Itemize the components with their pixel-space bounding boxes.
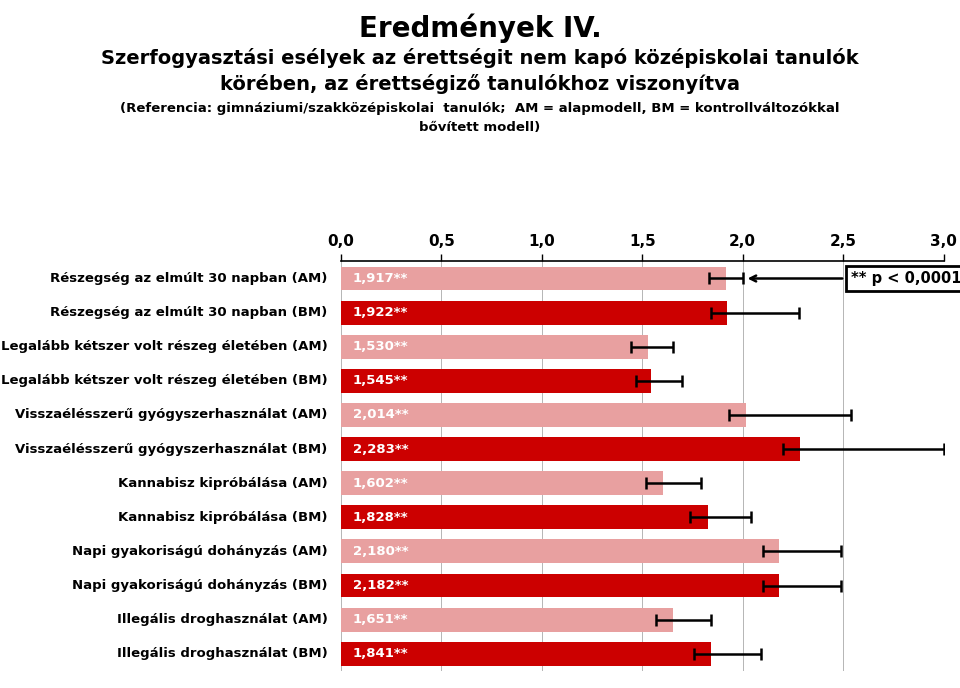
Bar [341,506,708,529]
Text: 1,602**: 1,602** [353,477,409,490]
Text: bővített modell): bővített modell) [420,121,540,134]
Text: Legalább kétszer volt részeg életében (AM): Legalább kétszer volt részeg életében (A… [1,341,327,353]
Text: ** p < 0,0001: ** p < 0,0001 [751,271,960,286]
Text: 2,180**: 2,180** [353,545,409,558]
Bar [341,266,726,290]
Text: Szerfogyasztási esélyek az érettségit nem kapó középiskolai tanulók: Szerfogyasztási esélyek az érettségit ne… [101,48,859,68]
Text: 2,283**: 2,283** [353,442,409,455]
Text: 2,014**: 2,014** [353,409,409,422]
Text: 1,828**: 1,828** [353,510,409,524]
Text: Visszaélésszerű gyógyszerhasználat (AM): Visszaélésszerű gyógyszerhasználat (AM) [15,409,327,422]
Bar [341,642,710,666]
Bar [341,301,727,325]
Text: 1,545**: 1,545** [353,374,408,387]
Text: Napi gyakoriságú dohányzás (AM): Napi gyakoriságú dohányzás (AM) [72,545,327,558]
Bar [341,608,673,632]
Bar [341,574,780,597]
Text: Eredmények IV.: Eredmények IV. [359,14,601,43]
Bar [341,437,800,461]
Text: Kannabisz kipróbálása (BM): Kannabisz kipróbálása (BM) [118,510,327,524]
Bar [341,471,662,495]
Text: körében, az érettségiző tanulókhoz viszonyítva: körében, az érettségiző tanulókhoz viszo… [220,74,740,94]
Text: Illegális droghasználat (AM): Illegális droghasználat (AM) [117,613,327,626]
Text: Részegség az elmúlt 30 napban (BM): Részegség az elmúlt 30 napban (BM) [50,306,327,319]
Text: 2,182**: 2,182** [353,579,408,592]
Text: 1,530**: 1,530** [353,341,409,353]
Text: (Referencia: gimnáziumi/szakközépiskolai  tanulók;  AM = alapmodell, BM = kontro: (Referencia: gimnáziumi/szakközépiskolai… [120,102,840,115]
Text: Kannabisz kipróbálása (AM): Kannabisz kipróbálása (AM) [118,477,327,490]
Text: 1,922**: 1,922** [353,306,408,319]
Bar [341,539,779,563]
Text: Részegség az elmúlt 30 napban (AM): Részegség az elmúlt 30 napban (AM) [50,272,327,285]
Bar [341,369,651,393]
Bar [341,403,746,427]
Text: 1,917**: 1,917** [353,272,408,285]
Bar [341,335,648,358]
Text: Napi gyakoriságú dohányzás (BM): Napi gyakoriságú dohányzás (BM) [72,579,327,592]
Text: Legalább kétszer volt részeg életében (BM): Legalább kétszer volt részeg életében (B… [1,374,327,387]
Text: Visszaélésszerű gyógyszerhasználat (BM): Visszaélésszerű gyógyszerhasználat (BM) [15,442,327,455]
Text: 1,651**: 1,651** [353,613,408,626]
Text: 1,841**: 1,841** [353,647,409,660]
Text: Illegális droghasználat (BM): Illegális droghasználat (BM) [117,647,327,660]
